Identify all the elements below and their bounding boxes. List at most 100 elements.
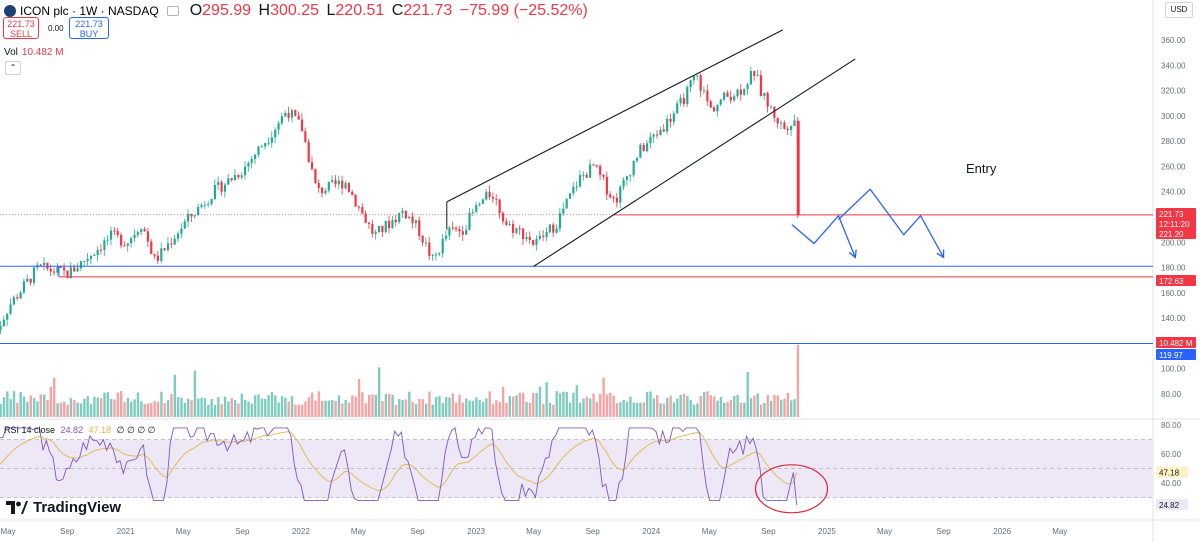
candle-body	[166, 243, 170, 250]
volume-bar	[471, 401, 475, 417]
volume-bar	[331, 400, 334, 417]
candle-body	[475, 204, 478, 212]
volume-bar	[22, 396, 26, 417]
candle-body	[63, 267, 66, 271]
price-tick-label: 140.00	[1161, 314, 1186, 323]
candle-body	[786, 128, 789, 131]
volume-bar	[401, 400, 404, 417]
candle-body	[103, 240, 106, 251]
volume-bar	[200, 397, 203, 417]
volume-bar	[327, 400, 331, 417]
candle-body	[455, 227, 458, 230]
candle-body	[424, 242, 428, 244]
candle-body	[280, 116, 284, 124]
candle-body	[515, 228, 518, 233]
symbol-title[interactable]: ICON plc · 1W · NASDAQ	[20, 4, 159, 18]
volume-bar	[609, 392, 612, 417]
volume-bar	[133, 399, 136, 417]
tradingview-logo[interactable]: TradingView	[6, 499, 121, 516]
candle-body	[83, 260, 86, 262]
price-tick-label: 200.00	[1161, 238, 1186, 247]
volume-bar	[702, 392, 706, 417]
flag-icon[interactable]	[166, 6, 179, 16]
volume-bar	[337, 395, 341, 417]
price-tick-label: 100.00	[1161, 365, 1186, 374]
buy-button[interactable]: 221.73 BUY	[69, 17, 109, 39]
candle-body	[371, 223, 374, 234]
volume-bar	[6, 391, 9, 417]
rsi-highlight-circle	[754, 464, 829, 514]
volume-bar	[290, 396, 294, 417]
time-tick-label: 2021	[117, 527, 135, 536]
rsi-value-label-box	[1156, 499, 1188, 511]
volume-bar	[739, 402, 743, 417]
candle-body	[39, 264, 42, 266]
volume-bar	[475, 397, 478, 417]
candle-body	[2, 319, 5, 327]
candle-body	[146, 231, 150, 242]
volume-bar	[676, 398, 679, 417]
candle-body	[505, 221, 508, 225]
candle-body	[341, 180, 344, 189]
candle-body	[451, 227, 454, 229]
volume-bar	[300, 404, 304, 417]
volume-bar	[277, 402, 280, 417]
volume-bar	[146, 403, 150, 417]
candle-body	[652, 134, 655, 137]
candle-body	[19, 292, 22, 299]
volume-bar	[173, 374, 177, 417]
candle-body	[203, 204, 206, 206]
candle-body	[86, 258, 89, 261]
candle-body	[9, 304, 12, 314]
currency-selector[interactable]: USD	[1165, 2, 1193, 18]
volume-bar	[93, 396, 96, 417]
volume-bar	[552, 404, 555, 417]
candle-body	[622, 180, 625, 187]
volume-bar	[374, 394, 378, 417]
volume-bar	[89, 403, 93, 417]
high-value: 300.25	[270, 2, 320, 19]
candle-body	[461, 231, 464, 235]
projection-path	[791, 214, 856, 258]
candle-body	[478, 203, 481, 205]
price-tick-label: 80.00	[1161, 390, 1182, 399]
volume-bar	[595, 402, 599, 417]
candle-body	[538, 235, 541, 240]
candle-body	[233, 175, 237, 181]
volume-bar	[284, 397, 287, 417]
volume-bar	[733, 396, 736, 417]
candle-body	[669, 118, 672, 122]
volume-bar	[622, 399, 625, 417]
rsi-tick-label: 40.00	[1161, 479, 1182, 488]
candle-body	[120, 234, 123, 246]
candle-body	[334, 180, 337, 185]
candle-body	[297, 115, 300, 120]
candle-body	[501, 213, 505, 222]
volume-bar	[26, 401, 29, 417]
volume-bar	[605, 394, 609, 417]
collapse-legend-button[interactable]: ⌃	[5, 61, 21, 75]
volume-bar	[364, 403, 367, 417]
candle-body	[260, 146, 263, 148]
candle-body	[32, 267, 36, 283]
candle-body	[133, 234, 136, 239]
volume-bar	[565, 391, 568, 417]
volume-bar	[645, 391, 649, 417]
volume-bar	[759, 404, 763, 417]
volume-bar	[243, 399, 247, 417]
candle-body	[160, 248, 163, 261]
projection-arrowhead	[936, 249, 945, 259]
candle-body	[645, 143, 649, 152]
volume-bar	[42, 394, 46, 417]
candle-body	[441, 238, 444, 254]
volume-bar	[163, 403, 166, 417]
candle-body	[548, 224, 552, 233]
candle-body	[552, 224, 555, 233]
candle-body	[565, 198, 568, 209]
volume-bar	[769, 400, 773, 417]
candle-body	[257, 146, 260, 155]
volume-bar	[642, 402, 646, 417]
sell-button[interactable]: 221.73 SELL	[3, 17, 39, 39]
price-label-box	[1156, 208, 1196, 219]
